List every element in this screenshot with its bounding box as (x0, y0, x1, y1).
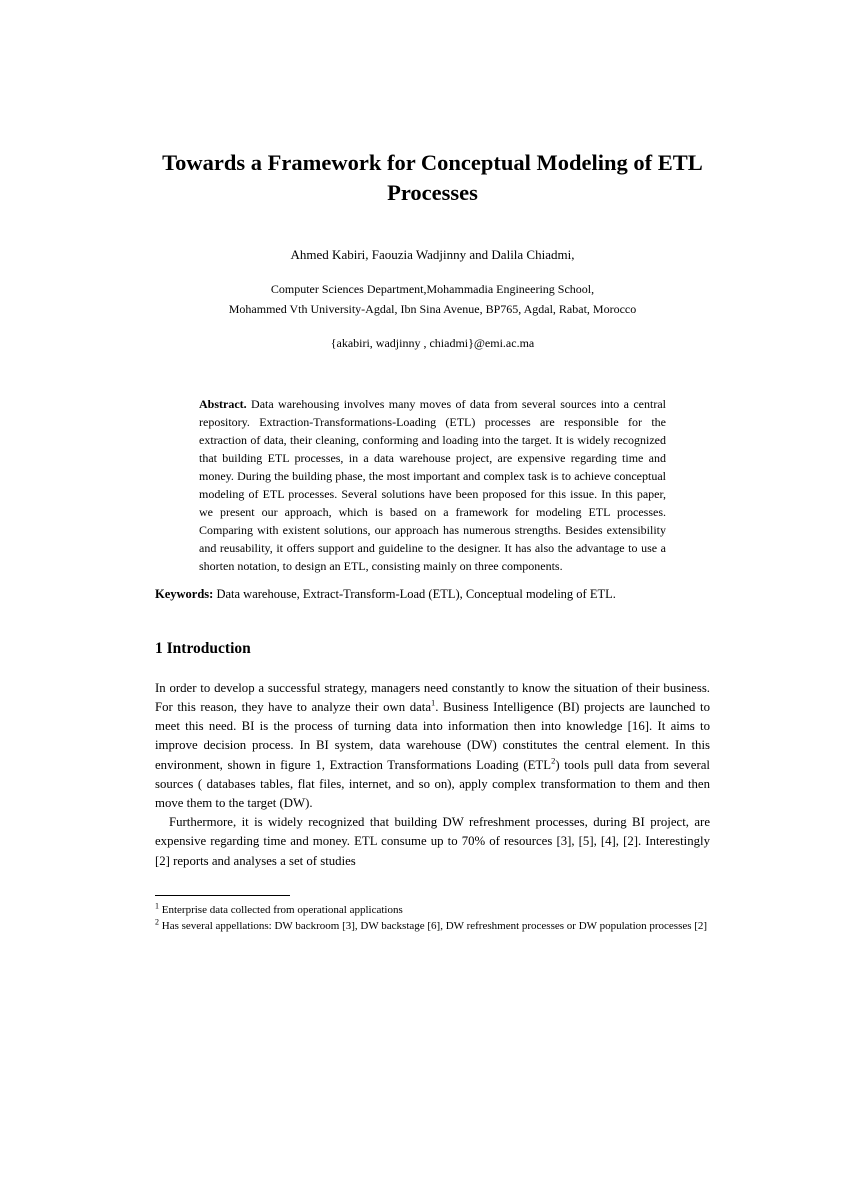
footnote-text-2: Has several appellations: DW backroom [3… (159, 920, 707, 932)
footnote-text-1: Enterprise data collected from operation… (159, 904, 403, 916)
paper-page: Towards a Framework for Conceptual Model… (0, 0, 850, 1015)
intro-paragraph-1: In order to develop a successful strateg… (155, 679, 710, 813)
abstract-label: Abstract. (199, 397, 251, 411)
footnote-2: 2 Has several appellations: DW backroom … (155, 918, 710, 935)
section-heading-introduction: 1 Introduction (155, 640, 710, 658)
affiliation-block: Computer Sciences Department,Mohammadia … (155, 279, 710, 320)
abstract-block: Abstract. Data warehousing involves many… (199, 395, 666, 575)
paper-title: Towards a Framework for Conceptual Model… (155, 148, 710, 209)
authors-line: Ahmed Kabiri, Faouzia Wadjinny and Dalil… (155, 247, 710, 263)
footnote-1: 1 Enterprise data collected from operati… (155, 902, 710, 919)
email-line: {akabiri, wadjinny , chiadmi}@emi.ac.ma (155, 336, 710, 351)
keywords-label: Keywords: (155, 587, 216, 601)
keywords-block: Keywords: Data warehouse, Extract-Transf… (155, 585, 710, 604)
affiliation-line-1: Computer Sciences Department,Mohammadia … (155, 279, 710, 299)
keywords-text: Data warehouse, Extract-Transform-Load (… (216, 587, 615, 601)
affiliation-line-2: Mohammed Vth University-Agdal, Ibn Sina … (155, 299, 710, 319)
abstract-text: Data warehousing involves many moves of … (199, 397, 666, 573)
footnote-separator (155, 895, 290, 896)
intro-paragraph-2: Furthermore, it is widely recognized tha… (155, 813, 710, 871)
